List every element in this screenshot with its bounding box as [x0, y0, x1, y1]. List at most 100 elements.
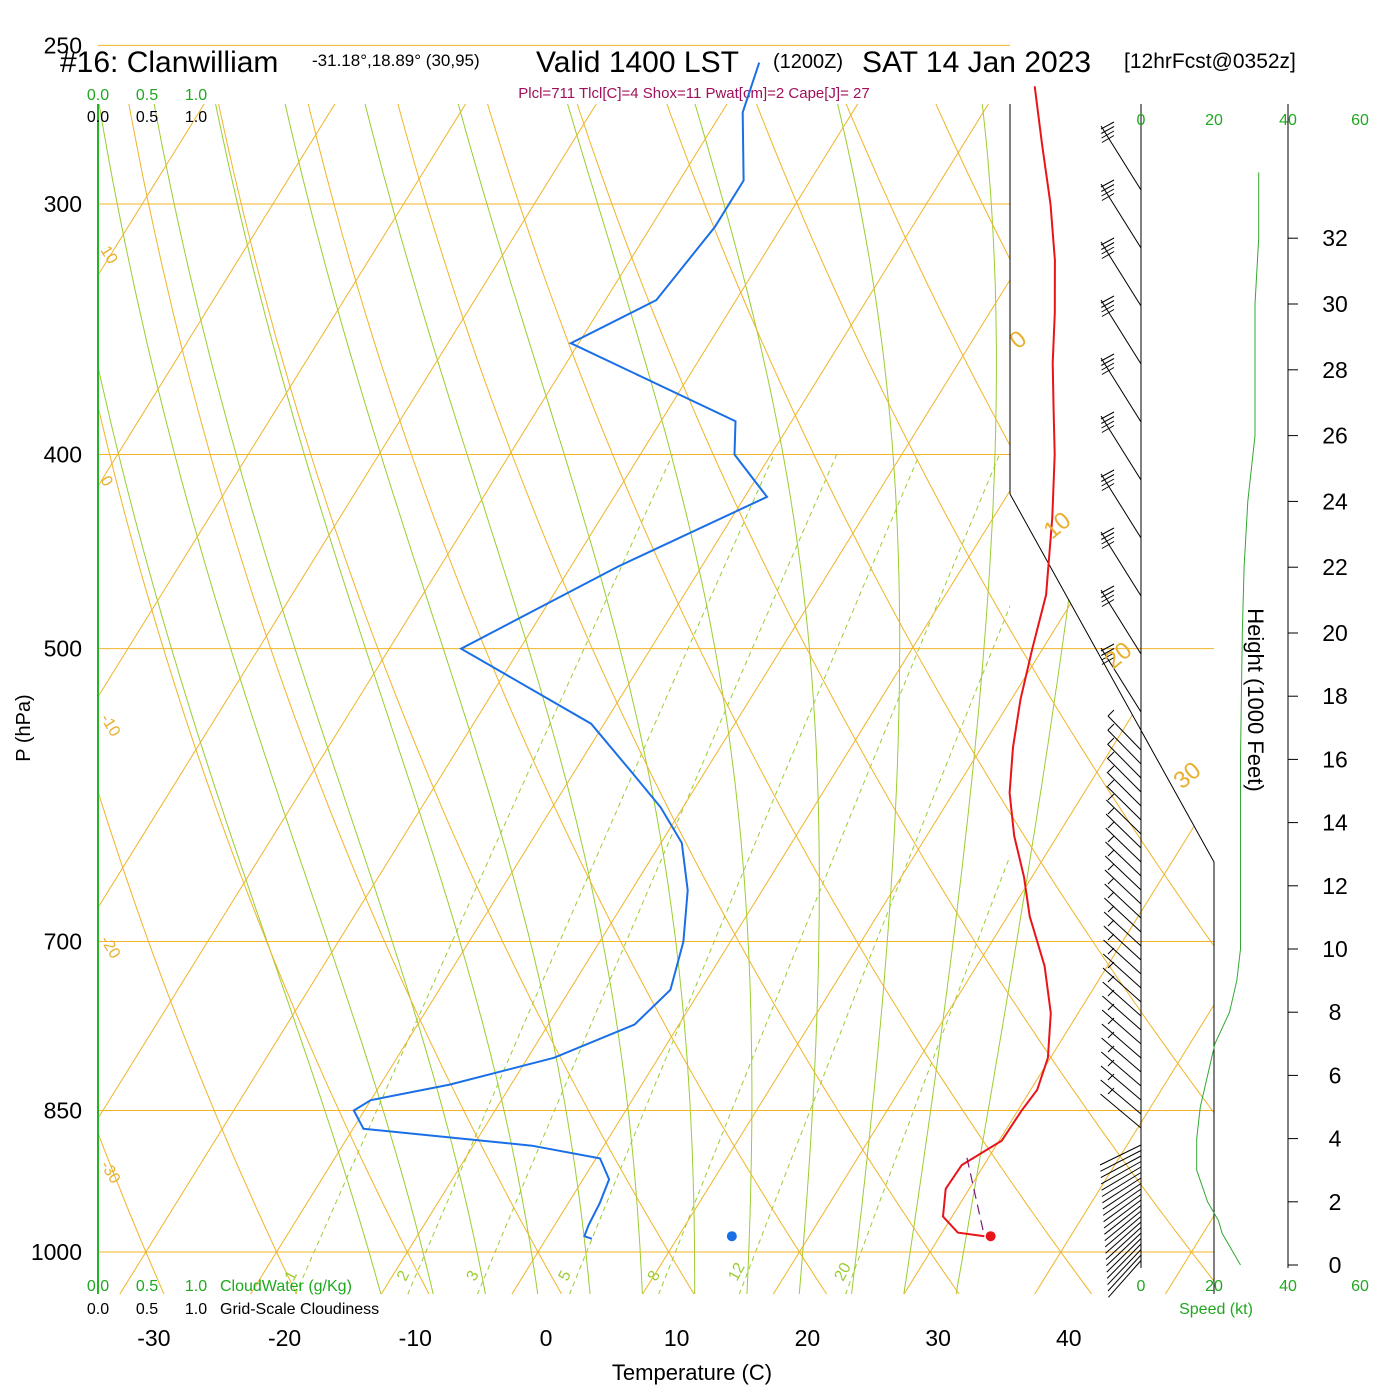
- mixing-ratio-line: [295, 454, 673, 1294]
- height-tick-label: 12: [1322, 873, 1348, 899]
- moist-adiabat: [271, 104, 591, 1294]
- wind-barb: [1100, 1161, 1142, 1185]
- cloudiness-label: Grid-Scale Cloudiness: [220, 1301, 379, 1318]
- height-tick-label: 30: [1322, 291, 1348, 317]
- top-scale-black-label: 0.5: [136, 109, 158, 126]
- dry-adiabat-label: 10: [1039, 507, 1077, 545]
- moist-adiabat: [955, 104, 1115, 1294]
- wind-speed-tick-bottom: 40: [1279, 1278, 1297, 1295]
- moist-adiabat: [98, 104, 382, 1294]
- wind-barb: [1100, 1087, 1142, 1129]
- bottom-scale-green-label: 1.0: [185, 1278, 207, 1295]
- moist-adiabat: [203, 104, 539, 1294]
- wind-barb: [1105, 1221, 1142, 1254]
- dry-adiabat: [98, 104, 165, 1294]
- dry-adiabats: [98, 45, 1400, 1294]
- wind-barb: [1100, 121, 1142, 191]
- wind-barb: [1101, 1017, 1142, 1059]
- height-tick-label: 2: [1329, 1189, 1342, 1215]
- wind-barb: [1100, 527, 1142, 597]
- wind-barb: [1102, 961, 1142, 1003]
- isotherm-line: [98, 104, 503, 1294]
- right-frame-line: [1009, 104, 1215, 1294]
- height-tick-label: 10: [1322, 936, 1348, 962]
- wind-barb: [1100, 643, 1142, 713]
- dry-adiabat: [381, 104, 960, 1294]
- moist-adiabat: [350, 104, 643, 1294]
- mixing-ratio-label: 2: [394, 1268, 413, 1284]
- mixing-ratio-line: [658, 454, 1000, 1294]
- bottom-scale-black-label: 0.5: [136, 1301, 158, 1318]
- wind-barb: [1103, 1199, 1142, 1229]
- wind-barb: [1102, 1177, 1142, 1204]
- wind-barb: [1100, 1155, 1142, 1179]
- dewpoint-line: [352, 62, 769, 1240]
- dry-adiabat: [206, 104, 695, 1294]
- temperature-tick-label: 10: [664, 1325, 690, 1351]
- wind-barb: [1100, 179, 1142, 249]
- dry-adiabat: [1350, 45, 1400, 1294]
- mixing-ratio-line: [845, 854, 1010, 1294]
- wind-barb: [1105, 821, 1142, 863]
- wind-speed-tick-top: 20: [1205, 112, 1223, 129]
- wind-barb: [1105, 835, 1142, 877]
- height-tick-label: 4: [1329, 1126, 1342, 1152]
- indices-line: Plcl=711 Tlcl[C]=4 Shox=11 Pwat[cm]=2 Ca…: [518, 85, 869, 102]
- surface-parcel-path-line: [965, 1155, 984, 1231]
- wind-barb: [1101, 1172, 1142, 1197]
- isotherm-line: [641, 104, 1214, 1294]
- dry-adiabat: [294, 104, 828, 1294]
- wind-barb: [1104, 1216, 1142, 1248]
- wind-barb: [1100, 295, 1142, 365]
- isobars: [98, 44, 1214, 1253]
- wind-barb: [1104, 891, 1142, 933]
- moist-adiabat: [822, 104, 901, 1294]
- wind-barb: [1105, 793, 1142, 835]
- isotherm-line: [1034, 104, 1214, 1294]
- dry-adiabat-label: 30: [1169, 757, 1207, 795]
- wind-barb: [1104, 849, 1142, 891]
- sounding-series: [352, 62, 1056, 1242]
- wind-barb: [1102, 947, 1142, 989]
- cloudiness-profile: [1196, 172, 1260, 1266]
- isotherm-line: [119, 104, 895, 1294]
- mixing-ratio-line: [569, 454, 920, 1294]
- dry-adiabat: [98, 104, 430, 1294]
- wind-barb: [1106, 1238, 1142, 1273]
- height-tick-label: 6: [1329, 1062, 1342, 1088]
- y-axis-label: P (hPa): [13, 694, 35, 761]
- height-tick-label: 32: [1322, 225, 1348, 251]
- wind-speed-tick-bottom: 60: [1351, 1278, 1369, 1295]
- pressure-tick-label: 500: [44, 636, 82, 662]
- wind-barb: [1100, 411, 1142, 481]
- mixing-ratio-line: [476, 454, 838, 1294]
- wind-speed-tick-top: 60: [1351, 112, 1369, 129]
- height-tick-label: 22: [1322, 554, 1348, 580]
- bottom-scale-green-label: 0.0: [87, 1278, 109, 1295]
- wind-barb: [1104, 1210, 1142, 1241]
- dry-adiabat-label: 0: [1005, 325, 1033, 354]
- dry-adiabat: [469, 104, 1093, 1294]
- wind-barb: [1102, 1183, 1142, 1210]
- wind-speed-tick-top: 40: [1279, 112, 1297, 129]
- isotherm-label: 0: [97, 473, 116, 490]
- isotherm-line: [903, 104, 1214, 1294]
- cloudiness-line: [1196, 172, 1260, 1266]
- mixing-ratio-label: 8: [645, 1268, 664, 1284]
- temperature-tick-label: 40: [1056, 1325, 1082, 1351]
- wind-barb: [1105, 807, 1142, 849]
- cloudwater-label: CloudWater (g/Kg): [220, 1278, 352, 1295]
- isotherm-line: [98, 104, 241, 1294]
- top-scale-green-label: 0.0: [87, 87, 109, 104]
- moist-adiabat: [441, 104, 696, 1294]
- wind-barb: [1107, 1249, 1142, 1286]
- pressure-tick-label: 850: [44, 1098, 82, 1124]
- wind-barb: [1101, 1166, 1142, 1191]
- dry-adiabat: [98, 104, 298, 1294]
- wind-barb: [1106, 1232, 1142, 1267]
- utc-time: (1200Z): [773, 51, 843, 73]
- wind-barbs: [1099, 121, 1142, 1298]
- dry-adiabat: [821, 104, 1214, 1294]
